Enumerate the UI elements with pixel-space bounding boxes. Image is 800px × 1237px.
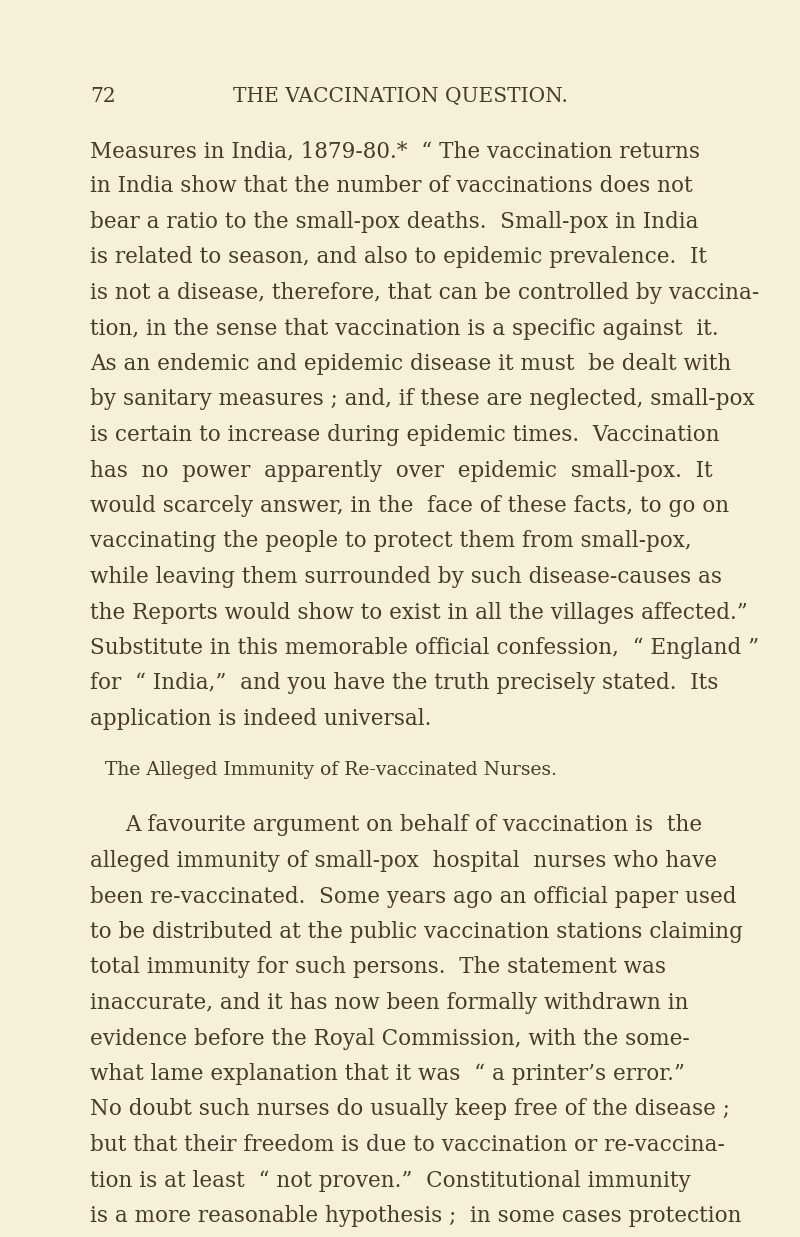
Text: is certain to increase during epidemic times.  Vaccination: is certain to increase during epidemic t… <box>90 424 720 447</box>
Text: evidence before the Royal Commission, with the some-: evidence before the Royal Commission, wi… <box>90 1028 690 1049</box>
Text: As an endemic and epidemic disease it must  be dealt with: As an endemic and epidemic disease it mu… <box>90 353 731 375</box>
Text: what lame explanation that it was  “ a printer’s error.”: what lame explanation that it was “ a pr… <box>90 1063 685 1085</box>
Text: A favourite argument on behalf of vaccination is  the: A favourite argument on behalf of vaccin… <box>125 814 702 836</box>
Text: alleged immunity of small-pox  hospital  nurses who have: alleged immunity of small-pox hospital n… <box>90 850 717 872</box>
Text: to be distributed at the public vaccination stations claiming: to be distributed at the public vaccinat… <box>90 922 743 943</box>
Text: Measures in India, 1879-80.*  “ The vaccination returns: Measures in India, 1879-80.* “ The vacci… <box>90 140 700 162</box>
Text: The Alleged Immunity of Re-vaccinated Nurses.: The Alleged Immunity of Re-vaccinated Nu… <box>105 761 557 779</box>
Text: Substitute in this memorable official confession,  “ England ”: Substitute in this memorable official co… <box>90 637 759 659</box>
Text: while leaving them surrounded by such disease-causes as: while leaving them surrounded by such di… <box>90 567 722 588</box>
Text: No doubt such nurses do usually keep free of the disease ;: No doubt such nurses do usually keep fre… <box>90 1098 730 1121</box>
Text: has  no  power  apparently  over  epidemic  small-pox.  It: has no power apparently over epidemic sm… <box>90 459 713 481</box>
Text: total immunity for such persons.  The statement was: total immunity for such persons. The sta… <box>90 956 666 978</box>
Text: but that their freedom is due to vaccination or re-vaccina-: but that their freedom is due to vaccina… <box>90 1134 725 1157</box>
Text: 72: 72 <box>90 87 116 106</box>
Text: vaccinating the people to protect them from small-pox,: vaccinating the people to protect them f… <box>90 531 692 553</box>
Text: bear a ratio to the small-pox deaths.  Small-pox in India: bear a ratio to the small-pox deaths. Sm… <box>90 212 698 233</box>
Text: in India show that the number of vaccinations does not: in India show that the number of vaccina… <box>90 176 693 198</box>
Text: the Reports would show to exist in all the villages affected.”: the Reports would show to exist in all t… <box>90 601 748 623</box>
Text: inaccurate, and it has now been formally withdrawn in: inaccurate, and it has now been formally… <box>90 992 689 1014</box>
Text: for  “ India,”  and you have the truth precisely stated.  Its: for “ India,” and you have the truth pre… <box>90 673 718 694</box>
Text: by sanitary measures ; and, if these are neglected, small-pox: by sanitary measures ; and, if these are… <box>90 388 754 411</box>
Text: is a more reasonable hypothesis ;  in some cases protection: is a more reasonable hypothesis ; in som… <box>90 1205 742 1227</box>
Text: would scarcely answer, in the  face of these facts, to go on: would scarcely answer, in the face of th… <box>90 495 729 517</box>
Text: is not a disease, therefore, that can be controlled by vaccina-: is not a disease, therefore, that can be… <box>90 282 759 304</box>
Text: tion is at least  “ not proven.”  Constitutional immunity: tion is at least “ not proven.” Constitu… <box>90 1169 690 1191</box>
Text: application is indeed universal.: application is indeed universal. <box>90 708 431 730</box>
Text: tion, in the sense that vaccination is a specific against  it.: tion, in the sense that vaccination is a… <box>90 318 718 339</box>
Text: THE VACCINATION QUESTION.: THE VACCINATION QUESTION. <box>233 87 567 106</box>
Text: been re-vaccinated.  Some years ago an official paper used: been re-vaccinated. Some years ago an of… <box>90 886 737 908</box>
Text: is related to season, and also to epidemic prevalence.  It: is related to season, and also to epidem… <box>90 246 707 268</box>
